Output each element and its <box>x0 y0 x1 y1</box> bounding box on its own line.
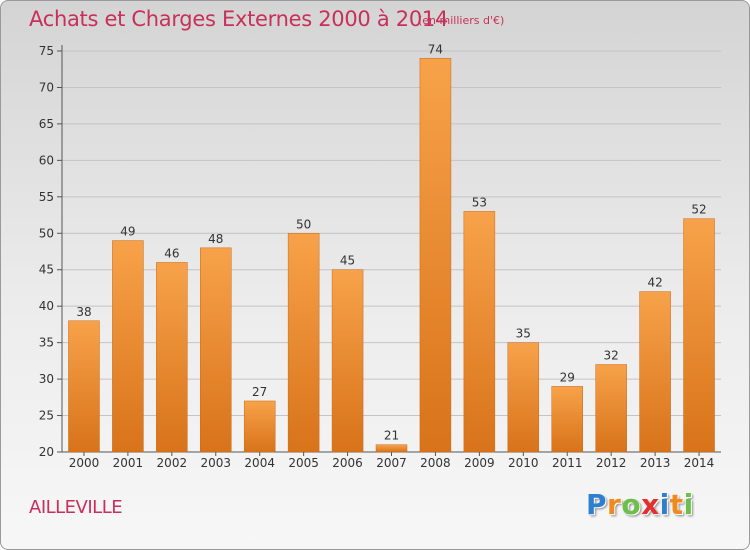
x-tick-label: 2006 <box>332 456 363 470</box>
bar-2012 <box>595 364 627 453</box>
data-label: 50 <box>296 217 311 231</box>
y-tick-label: 75 <box>39 44 54 58</box>
data-label: 74 <box>428 42 443 56</box>
y-tick-label: 20 <box>39 445 54 459</box>
y-tick-label: 35 <box>39 336 54 350</box>
x-tick-label: 2010 <box>508 456 539 470</box>
x-tick-label: 2001 <box>113 456 144 470</box>
data-label: 52 <box>691 203 706 217</box>
y-tick-label: 70 <box>39 80 54 94</box>
x-tick-label: 2007 <box>376 456 407 470</box>
bar-2007 <box>375 444 408 453</box>
data-label: 53 <box>472 195 487 209</box>
data-label: 45 <box>340 254 355 268</box>
bar-2005 <box>287 233 320 453</box>
bar-2006 <box>331 269 364 453</box>
y-tick-label: 30 <box>39 372 54 386</box>
bar-2000 <box>68 320 100 453</box>
x-tick-label: 2003 <box>200 456 231 470</box>
y-tick-label: 40 <box>39 299 54 313</box>
data-label: 42 <box>647 276 662 290</box>
proxiti-logo: Proxiti <box>586 488 694 521</box>
y-tick-label: 55 <box>39 190 54 204</box>
data-label: 48 <box>208 232 223 246</box>
y-tick-label: 60 <box>39 153 54 167</box>
bar-2009 <box>463 211 496 453</box>
x-tick-label: 2008 <box>420 456 451 470</box>
bar-2003 <box>200 247 232 453</box>
x-tick-label: 2013 <box>640 456 671 470</box>
x-tick-label: 2005 <box>288 456 319 470</box>
data-label: 21 <box>384 429 399 443</box>
data-label: 38 <box>76 305 91 319</box>
data-label: 35 <box>516 327 531 341</box>
chart-subtitle: (en milliers d'€) <box>418 14 505 27</box>
x-tick-label: 2014 <box>684 456 715 470</box>
bar-2014 <box>683 218 715 453</box>
x-tick-label: 2004 <box>244 456 275 470</box>
data-label: 27 <box>252 385 267 399</box>
bar-2013 <box>639 291 671 453</box>
x-tick-label: 2009 <box>464 456 495 470</box>
y-tick-label: 45 <box>39 263 54 277</box>
bar-2004 <box>243 400 276 453</box>
chart-title: Achats et Charges Externes 2000 à 2014 <box>29 7 449 31</box>
data-label: 29 <box>560 370 575 384</box>
location-name: AILLEVILLE <box>29 497 123 518</box>
bar-2008 <box>419 58 452 453</box>
data-label: 46 <box>164 246 179 260</box>
bar-2011 <box>551 386 583 453</box>
data-label: 49 <box>120 225 135 239</box>
x-tick-label: 2011 <box>552 456 583 470</box>
bar-2002 <box>156 262 188 453</box>
bar-2010 <box>507 342 540 453</box>
y-tick-label: 50 <box>39 226 54 240</box>
x-tick-label: 2000 <box>69 456 100 470</box>
x-tick-label: 2002 <box>157 456 188 470</box>
bar-2001 <box>112 240 144 453</box>
data-label: 32 <box>604 349 619 363</box>
y-tick-label: 25 <box>39 409 54 423</box>
x-tick-label: 2012 <box>596 456 627 470</box>
y-tick-label: 65 <box>39 117 54 131</box>
